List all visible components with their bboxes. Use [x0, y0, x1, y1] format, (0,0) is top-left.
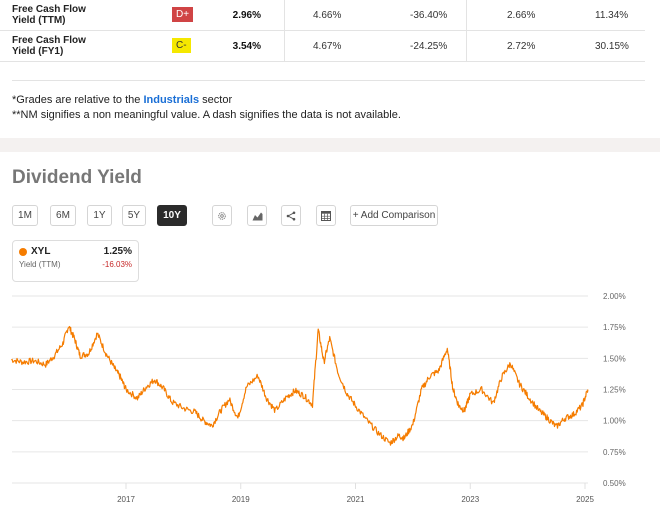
table-row: Free Cash Flow Yield (FY1) C- 3.54% 4.67%… — [0, 31, 645, 62]
avg-5y: 2.66% — [507, 10, 536, 21]
settings-button[interactable] — [212, 205, 232, 226]
range-1m-button[interactable]: 1M — [12, 205, 38, 226]
y-axis-tick-label: 1.00% — [603, 417, 626, 426]
sector-median: 4.66% — [313, 10, 342, 21]
legend-value: 1.25% — [103, 246, 132, 257]
y-axis-tick-label: 1.75% — [603, 323, 626, 332]
y-axis-tick-label: 2.00% — [603, 292, 626, 301]
diff-to-sector: -24.25% — [410, 41, 448, 52]
y-axis-tick-label: 0.75% — [603, 448, 626, 457]
area-chart-icon — [252, 212, 262, 220]
gear-icon — [218, 211, 226, 220]
range-10y-button[interactable]: 10Y — [157, 205, 187, 226]
footnote-grades: *Grades are relative to the Industrials … — [12, 94, 233, 106]
series-color-dot — [19, 248, 27, 256]
footnote-nm: **NM signifies a non meaningful value. A… — [12, 109, 401, 121]
metric-label: Free Cash Flow Yield (FY1) — [12, 35, 86, 57]
y-axis-tick-label: 1.25% — [603, 386, 626, 395]
section-title: Dividend Yield — [12, 167, 142, 188]
share-button[interactable] — [281, 205, 301, 226]
range-1y-button[interactable]: 1Y — [87, 205, 112, 226]
chart-type-button[interactable] — [247, 205, 267, 226]
metric-label: Free Cash Flow Yield (TTM) — [12, 4, 86, 26]
diff-to-5y: 11.34% — [595, 10, 629, 21]
grade-badge: D+ — [172, 7, 194, 22]
section-divider — [0, 138, 660, 152]
legend-ticker: XYL — [31, 246, 51, 257]
x-axis-tick-label: 2017 — [117, 495, 135, 504]
legend-metric: Yield (TTM) — [19, 260, 61, 269]
diff-to-sector: -36.40% — [410, 10, 448, 21]
sector-median: 4.67% — [313, 41, 342, 52]
metric-value: 2.96% — [232, 10, 261, 21]
legend-change: -16.03% — [102, 260, 132, 269]
share-icon — [286, 211, 296, 220]
metric-value: 3.54% — [232, 41, 261, 52]
divider — [12, 80, 645, 81]
sector-link[interactable]: Industrials — [143, 94, 200, 106]
legend-card: XYL 1.25% Yield (TTM) -16.03% — [12, 240, 139, 282]
grade-badge: C- — [172, 38, 191, 53]
table-view-button[interactable] — [316, 205, 336, 226]
table-icon — [321, 210, 331, 221]
x-axis-tick-label: 2019 — [232, 495, 250, 504]
y-axis-tick-label: 1.50% — [603, 354, 626, 363]
series-line-xyl — [11, 325, 589, 446]
avg-5y: 2.72% — [507, 41, 536, 52]
y-axis-tick-label: 0.50% — [603, 479, 626, 488]
range-5y-button[interactable]: 5Y — [122, 205, 146, 226]
column-divider — [466, 0, 467, 62]
diff-to-5y: 30.15% — [595, 41, 629, 52]
column-divider — [284, 0, 285, 62]
table-row: Free Cash Flow Yield (TTM) D+ 2.96% 4.66%… — [0, 0, 645, 31]
x-axis-tick-label: 2025 — [576, 495, 594, 504]
metrics-table: Free Cash Flow Yield (TTM) D+ 2.96% 4.66%… — [0, 0, 645, 62]
x-axis-tick-label: 2021 — [347, 495, 365, 504]
x-axis-tick-label: 2023 — [461, 495, 479, 504]
dividend-yield-chart[interactable]: 2.00% 1.75% 1.50% 1.25% 1.00% 0.75% 0.50% 2017 2… — [0, 285, 660, 521]
range-6m-button[interactable]: 6M — [50, 205, 76, 226]
add-comparison-button[interactable]: + Add Comparison — [350, 205, 438, 226]
